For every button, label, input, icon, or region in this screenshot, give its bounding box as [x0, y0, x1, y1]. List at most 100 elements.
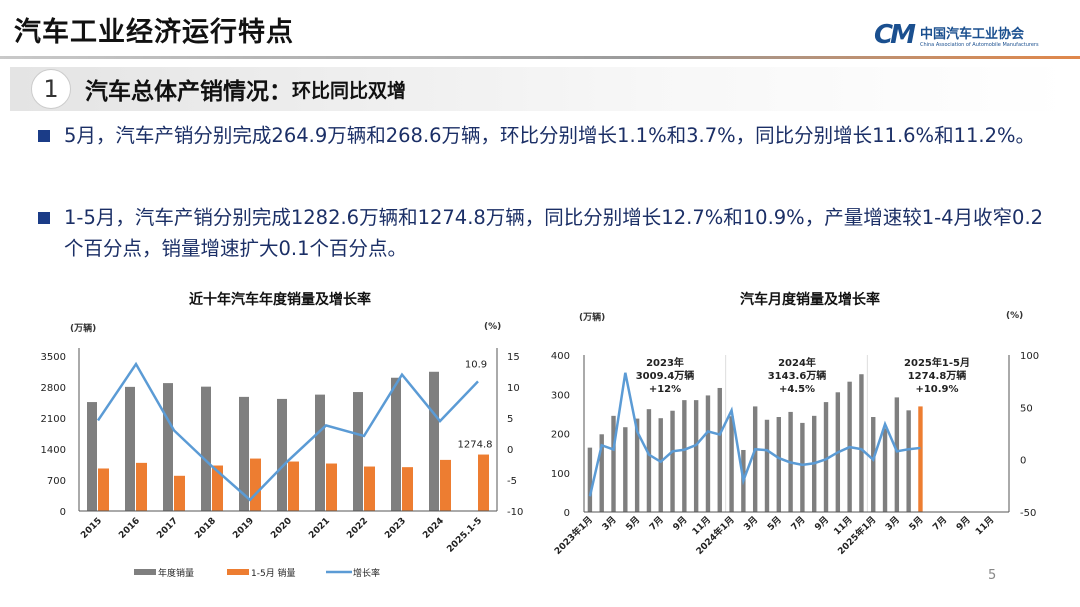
- bar-monthly-sales: [752, 406, 758, 512]
- bar-annual-sales: [87, 402, 97, 511]
- bullet-square-icon: [38, 212, 50, 224]
- y-axis-label: (万辆): [579, 311, 605, 323]
- bar-annual-sales: [315, 394, 325, 511]
- annotation-text: 2025年1-5月: [904, 356, 970, 369]
- y2-tick-label: -50: [1020, 508, 1036, 519]
- y2-tick-label: 0: [1020, 456, 1026, 467]
- bar-annual-sales: [391, 377, 401, 511]
- header-divider: [0, 56, 1080, 59]
- bar-monthly-sales: [776, 417, 781, 512]
- x-tick-label: 7月: [931, 514, 950, 533]
- caam-logo: CM 中国汽车工业协会 China Association of Automob…: [874, 20, 1039, 50]
- x-tick-label: 7月: [647, 514, 666, 533]
- bar-monthly-sales: [599, 434, 604, 512]
- annotation-text: 3009.4万辆: [636, 369, 695, 382]
- annotation-text: 2024年: [778, 356, 816, 369]
- y2-axis-label: (%): [484, 322, 501, 332]
- x-tick-label: 9月: [671, 514, 690, 533]
- bar-jan-may-sales: [478, 454, 489, 511]
- x-tick-label: 3月: [600, 514, 619, 533]
- bullet-jan-may: 1-5月，汽车产销分别完成1282.6万辆和1274.8万辆，同比分别增长12.…: [38, 202, 1058, 264]
- bar-jan-may-sales: [250, 458, 261, 511]
- page-title: 汽车工业经济运行特点: [14, 17, 294, 48]
- bar-monthly-sales: [658, 418, 663, 512]
- section-subheading: 环比同比双增: [292, 79, 407, 102]
- bar-jan-may-sales: [402, 467, 413, 511]
- x-tick-label: 7月: [789, 514, 808, 533]
- bar-jan-may-sales: [326, 463, 337, 511]
- bar-annual-sales: [163, 383, 173, 511]
- legend-swatch-jan-may: [227, 569, 249, 575]
- annotation-text: 2023年: [646, 356, 684, 369]
- y-tick-label: 100: [551, 469, 570, 480]
- logo-cn: 中国汽车工业协会: [919, 26, 1024, 42]
- y2-tick-label: 5: [507, 414, 513, 425]
- bar-annual-sales: [353, 392, 363, 511]
- bar-monthly-sales: [882, 428, 888, 512]
- bar-monthly-sales: [906, 410, 911, 512]
- bar-jan-may-sales: [212, 465, 223, 511]
- annotation-text: 1274.8万辆: [908, 369, 967, 382]
- bar-annual-sales: [239, 396, 249, 511]
- legend-label-growth: 增长率: [353, 567, 380, 579]
- bar-jan-may-sales: [174, 475, 185, 511]
- bar-monthly-sales: [717, 387, 722, 512]
- y-tick-label: 200: [551, 430, 570, 441]
- page-number: 5: [988, 568, 997, 583]
- x-tick-label: 5月: [765, 514, 784, 533]
- annotation-text: +10.9%: [915, 384, 958, 395]
- annotation-text: +4.5%: [779, 384, 815, 395]
- bar-monthly-sales: [682, 400, 687, 512]
- bullet-text: 1-5月，汽车产销分别完成1282.6万辆和1274.8万辆，同比分别增长12.…: [64, 206, 1044, 260]
- y-tick-label: 700: [47, 476, 66, 487]
- bar-monthly-sales: [634, 418, 640, 512]
- section-number: 1: [31, 69, 71, 109]
- y-tick-label: 1400: [41, 445, 66, 456]
- bar-annual-sales: [125, 386, 135, 511]
- growth-rate-line: [588, 372, 921, 497]
- x-tick-label: 3月: [742, 514, 761, 533]
- legend-swatch-annual: [134, 569, 156, 575]
- x-tick-label: 3月: [883, 514, 902, 533]
- bar-monthly-sales: [670, 410, 675, 512]
- chart-title: 近十年汽车年度销量及增长率: [189, 291, 371, 308]
- bar-monthly-sales: [918, 406, 923, 512]
- annotation-text: +12%: [649, 384, 681, 395]
- x-tick-label: 2023年1月: [552, 514, 595, 557]
- legend-label-jan-may: 1-5月 销量: [251, 567, 296, 579]
- bar-monthly-sales: [646, 409, 652, 512]
- bar-annual-sales: [429, 371, 439, 511]
- y2-tick-label: -10: [507, 507, 523, 518]
- y-tick-label: 400: [551, 351, 570, 362]
- data-label-sales: 1274.8: [458, 440, 493, 451]
- bar-jan-may-sales: [136, 462, 147, 511]
- bar-monthly-sales: [764, 419, 770, 512]
- y2-tick-label: 50: [1020, 403, 1033, 414]
- bar-monthly-sales: [729, 416, 734, 512]
- section-header: 1 汽车总体产销情况： 环比同比双增: [10, 67, 1070, 111]
- x-tick-label: 9月: [813, 514, 832, 533]
- x-tick-label: 11月: [973, 514, 996, 537]
- y2-tick-label: 100: [1020, 351, 1039, 362]
- y2-axis-label: (%): [1006, 311, 1023, 321]
- bar-jan-may-sales: [440, 459, 451, 511]
- data-label-growth: 10.9: [465, 359, 487, 370]
- bar-monthly-sales: [623, 427, 628, 512]
- y2-tick-label: -5: [507, 476, 517, 487]
- bar-jan-may-sales: [98, 468, 109, 511]
- bar-monthly-sales: [894, 397, 900, 512]
- x-tick-label: 5月: [624, 514, 643, 533]
- bar-monthly-sales: [859, 374, 864, 512]
- chart-title: 汽车月度销量及增长率: [740, 291, 880, 308]
- y-tick-label: 0: [60, 507, 66, 518]
- bar-monthly-sales: [800, 422, 805, 512]
- y-axis-label: (万辆): [70, 322, 96, 334]
- annotation-text: 3143.6万辆: [768, 369, 827, 382]
- logo-en: China Association of Automobile Manufact…: [919, 41, 1039, 48]
- x-tick-label: 9月: [954, 514, 973, 533]
- bar-annual-sales: [277, 398, 287, 511]
- bullet-text: 5月，汽车产销分别完成264.9万辆和268.6万辆，环比分别增长1.1%和3.…: [64, 124, 1036, 147]
- y2-tick-label: 0: [507, 445, 513, 456]
